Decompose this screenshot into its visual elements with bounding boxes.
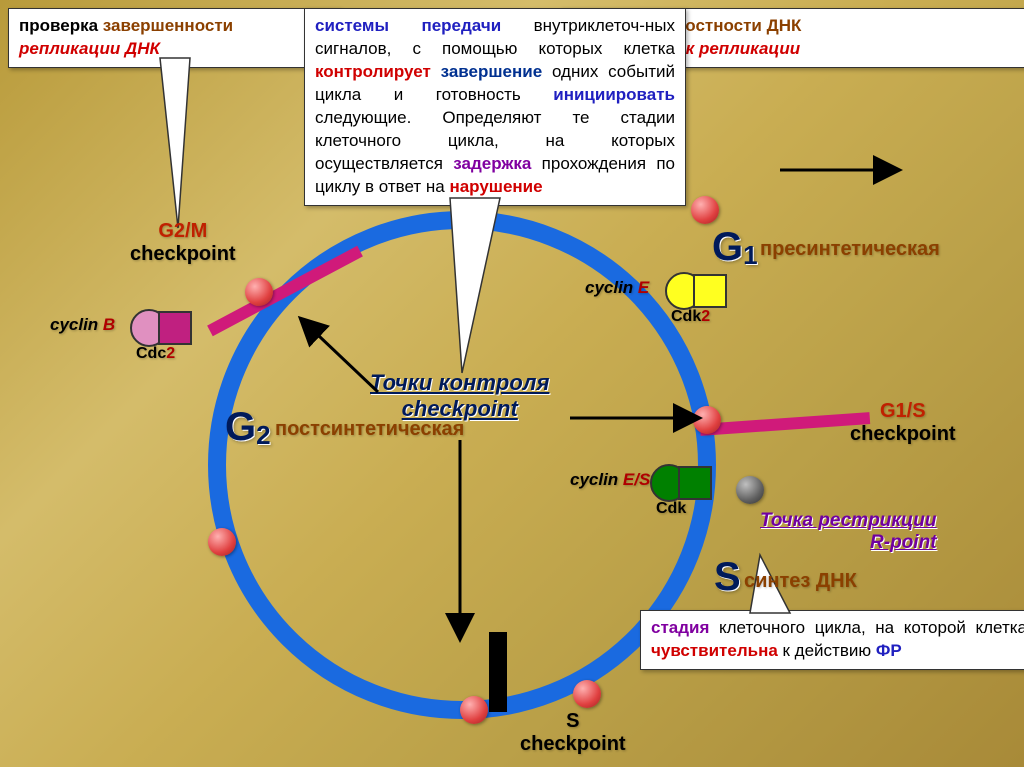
arrows-layer	[0, 0, 1024, 767]
